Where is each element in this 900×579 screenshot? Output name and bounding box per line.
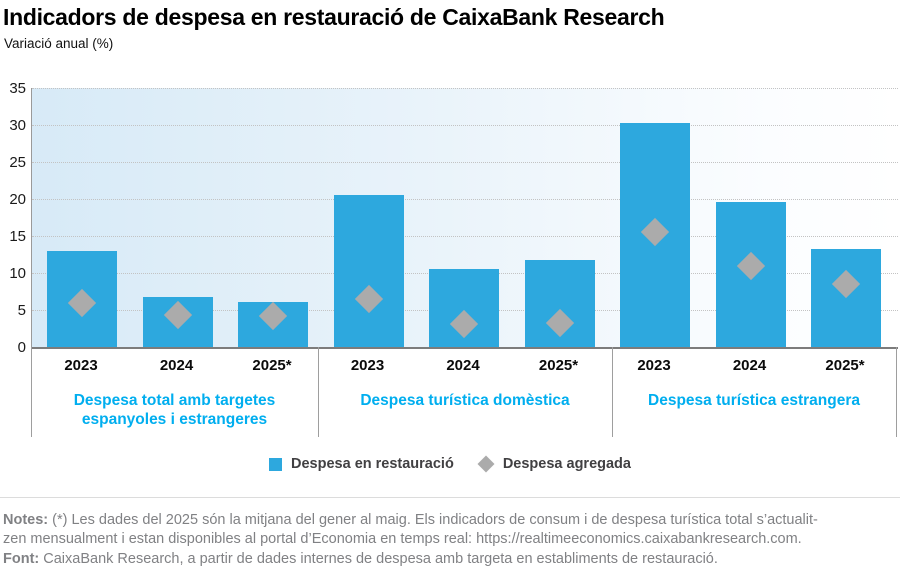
year-label: 2025* xyxy=(252,357,292,374)
notes-text-1: (*) Les dades del 2025 són la mitjana de… xyxy=(48,512,818,528)
y-tick-label-15: 15 xyxy=(9,228,26,245)
gridline-35 xyxy=(32,88,898,89)
group-label-line: Despesa total amb targetes xyxy=(73,392,276,409)
footer-divider xyxy=(0,497,900,498)
year-label: 2023 xyxy=(350,357,385,374)
legend-item-restauracio: Despesa en restauració xyxy=(269,456,454,472)
y-tick-label-5: 5 xyxy=(17,302,26,319)
y-tick-label-30: 30 xyxy=(9,117,26,134)
y-tick-label-35: 35 xyxy=(9,80,26,97)
y-tick-label-25: 25 xyxy=(9,154,26,171)
bar-chart: 0 5 10 15 20 25 30 35 2023 2024 2025* Despesa tota… xyxy=(9,80,898,439)
notes-line-2: zen mensualment i estan disponibles al p… xyxy=(3,531,802,548)
bar-domèstica-2023 xyxy=(333,194,404,347)
separator-line-3 xyxy=(896,347,897,437)
notes-line-1: Notes: (*) Les dades del 2025 són la mit… xyxy=(3,511,898,530)
page-title: Indicadors de despesa en restauració de … xyxy=(3,4,665,30)
group-label-2: Despesa turística domèstica xyxy=(318,391,612,410)
gridline-20 xyxy=(32,199,898,200)
notes-block: Notes: (*) Les dades del 2025 són la mit… xyxy=(3,511,898,569)
separator-line-1 xyxy=(318,347,319,437)
y-tick-label-0: 0 xyxy=(17,339,26,356)
legend-label-agregada: Despesa agregada xyxy=(502,456,631,472)
year-label: 2023 xyxy=(637,357,671,374)
gridline-30 xyxy=(32,125,898,126)
group-label-line: espanyoles i estrangeres xyxy=(81,411,268,428)
year-label: 2023 xyxy=(64,357,98,374)
gridline-25 xyxy=(32,162,898,163)
y-tick-label-20: 20 xyxy=(9,191,26,208)
page-subtitle: Variació anual (%) xyxy=(4,36,114,51)
font-text: CaixaBank Research, a partir de dades in… xyxy=(39,550,718,567)
group-label-line: Despesa turística domèstica xyxy=(360,392,570,409)
bar-estrangera-2025* xyxy=(811,249,881,347)
y-tick-label-10: 10 xyxy=(9,265,26,282)
notes-label: Notes: xyxy=(3,512,49,528)
year-label: 2025* xyxy=(825,357,865,374)
legend-diamond-icon xyxy=(477,455,495,473)
year-label: 2024 xyxy=(732,357,767,374)
x-axis-area: 2023 2024 2025* Despesa total amb targetes e… xyxy=(31,347,897,439)
legend-label-restauracio: Despesa en restauració xyxy=(291,456,454,472)
legend: Despesa en restauració Despesa agregada xyxy=(0,455,900,473)
separator-line-0 xyxy=(31,347,32,437)
gridline-15 xyxy=(32,236,898,237)
group-label-3: Despesa turística estrangera xyxy=(612,391,896,410)
year-label: 2025* xyxy=(538,357,579,374)
group-label-1: Despesa total amb targetes espanyoles i e… xyxy=(31,391,318,429)
legend-item-agregada: Despesa agregada xyxy=(477,455,631,473)
group-label-line: Despesa turística estrangera xyxy=(648,392,860,409)
separator-line-2 xyxy=(612,347,613,437)
notes-line-3: Font: CaixaBank Research, a partir de da… xyxy=(3,550,898,569)
legend-square-icon xyxy=(269,457,283,471)
year-label: 2024 xyxy=(446,357,480,374)
font-label: Font: xyxy=(3,550,40,567)
year-label: 2024 xyxy=(159,357,194,374)
plot-area xyxy=(31,88,898,349)
